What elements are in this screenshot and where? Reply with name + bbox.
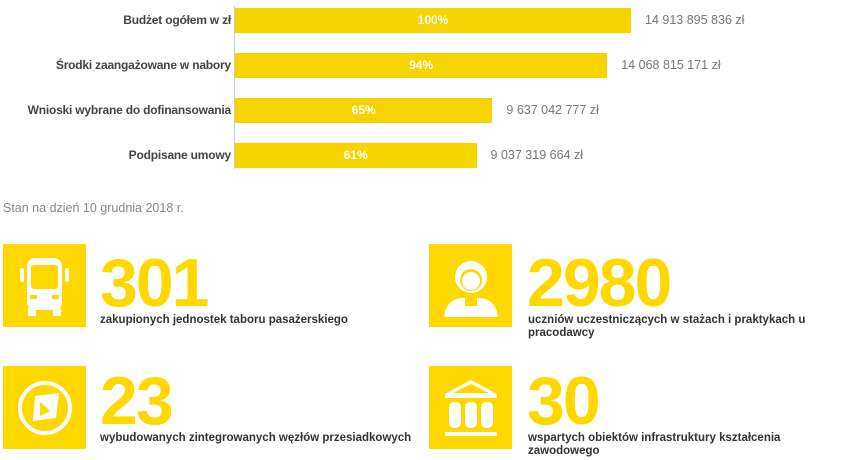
category-label: Podpisane umowy xyxy=(128,148,232,162)
stat-value: 2980 xyxy=(527,245,672,321)
stat-value: 23 xyxy=(100,363,174,439)
percent-label: 94% xyxy=(409,58,434,72)
stat-value: 30 xyxy=(527,363,601,439)
stat-caption: uczniów uczestniczących w stażach i prak… xyxy=(528,314,806,339)
compass-icon xyxy=(3,366,86,449)
bus-icon xyxy=(3,244,86,327)
percent-label: 65% xyxy=(351,103,376,117)
value-label: 9 637 042 777 zł xyxy=(506,103,599,117)
value-label: 14 068 815 171 zł xyxy=(621,58,721,72)
worker-icon xyxy=(429,244,512,327)
value-label: 14 913 895 836 zł xyxy=(645,13,745,27)
date-note: Stan na dzień 10 grudnia 2018 r. xyxy=(3,201,184,215)
stat-caption: wspartych obiektów infrastruktury kształ… xyxy=(528,432,781,457)
stat-caption: wybudowanych zintegrowanych węzłów przes… xyxy=(100,432,412,444)
y-axis-line xyxy=(234,6,235,169)
bar: 61% xyxy=(235,143,477,168)
percent-label: 100% xyxy=(417,13,449,27)
bar: 94% xyxy=(235,53,608,78)
bar: 100% xyxy=(235,8,631,33)
category-label: Budżet ogółem w zł xyxy=(123,13,231,27)
category-label: Środki zaangażowane w nabory xyxy=(55,58,231,72)
stat-caption: zakupionych jednostek taboru pasażerskie… xyxy=(100,314,348,326)
building-icon xyxy=(429,366,512,449)
percent-label: 61% xyxy=(343,148,368,162)
bar: 65% xyxy=(235,98,493,123)
stat-value: 301 xyxy=(100,245,209,321)
value-label: 9 037 319 664 zł xyxy=(490,148,583,162)
category-label: Wnioski wybrane do dofinansowania xyxy=(27,103,232,117)
